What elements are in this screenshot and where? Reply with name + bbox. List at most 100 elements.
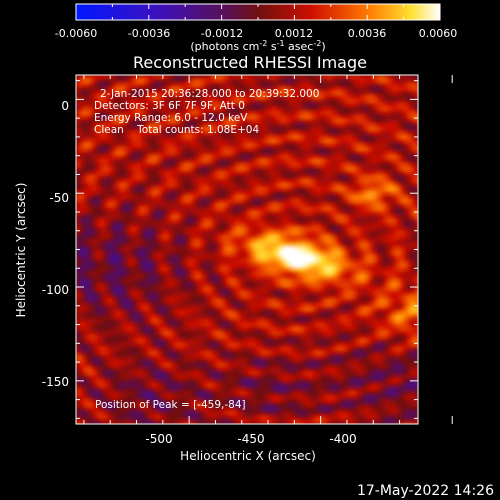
heatmap-cell	[248, 419, 253, 424]
heatmap-cell	[92, 375, 97, 380]
heatmap-cell	[76, 263, 81, 268]
heatmap-cell	[208, 243, 213, 248]
heatmap-cell	[172, 155, 177, 160]
heatmap-cell	[108, 123, 113, 128]
heatmap-cell	[240, 271, 245, 276]
heatmap-cell	[228, 411, 233, 416]
heatmap-cell	[236, 255, 241, 260]
heatmap-cell	[132, 263, 137, 268]
heatmap-cell	[280, 247, 285, 252]
heatmap-cell	[268, 127, 273, 132]
heatmap-cell	[76, 111, 81, 116]
heatmap-cell	[240, 267, 245, 272]
heatmap-cell	[296, 75, 301, 80]
heatmap-cell	[192, 339, 197, 344]
heatmap-cell	[292, 303, 297, 308]
heatmap-cell	[104, 223, 109, 228]
heatmap-cell	[172, 147, 177, 152]
heatmap-cell	[288, 179, 293, 184]
heatmap-cell	[144, 383, 149, 388]
heatmap-cell	[144, 243, 149, 248]
heatmap-cell	[96, 343, 101, 348]
heatmap-cell	[256, 311, 261, 316]
heatmap-cell	[80, 111, 85, 116]
heatmap-cell	[156, 387, 161, 392]
heatmap-cell	[84, 235, 89, 240]
heatmap-cell	[76, 331, 81, 336]
heatmap-cell	[136, 199, 141, 204]
heatmap-cell	[228, 311, 233, 316]
heatmap-cell	[172, 135, 177, 140]
heatmap-cell	[136, 411, 141, 416]
heatmap-cell	[268, 359, 273, 364]
heatmap-cell	[196, 151, 201, 156]
heatmap-cell	[88, 339, 93, 344]
heatmap-cell	[140, 311, 145, 316]
heatmap-cell	[172, 391, 177, 396]
heatmap-cell	[172, 335, 177, 340]
heatmap-cell	[88, 407, 93, 412]
heatmap-cell	[124, 351, 129, 356]
heatmap-cell	[184, 131, 189, 136]
heatmap-cell	[176, 75, 181, 80]
heatmap-cell	[296, 147, 301, 152]
heatmap-cell	[212, 195, 217, 200]
heatmap-cell	[268, 131, 273, 136]
heatmap-cell	[104, 179, 109, 184]
heatmap-cell	[104, 383, 109, 388]
heatmap-cell	[184, 91, 189, 96]
heatmap-cell	[152, 151, 157, 156]
heatmap-cell	[156, 359, 161, 364]
heatmap-cell	[180, 171, 185, 176]
heatmap-cell	[168, 75, 173, 80]
heatmap-cell	[176, 347, 181, 352]
heatmap-cell	[176, 143, 181, 148]
heatmap-cell	[260, 187, 265, 192]
heatmap-cell	[168, 195, 173, 200]
heatmap-cell	[228, 223, 233, 228]
heatmap-cell	[224, 387, 229, 392]
heatmap-cell	[136, 387, 141, 392]
heatmap-cell	[284, 155, 289, 160]
heatmap-cell	[168, 87, 173, 92]
heatmap-cell	[80, 143, 85, 148]
heatmap-cell	[244, 347, 249, 352]
heatmap-cell	[132, 323, 137, 328]
heatmap-cell	[136, 223, 141, 228]
heatmap-cell	[184, 255, 189, 260]
heatmap-cell	[204, 375, 209, 380]
heatmap-cell	[176, 311, 181, 316]
heatmap-cell	[292, 307, 297, 312]
heatmap-cell	[204, 279, 209, 284]
heatmap-cell	[212, 415, 217, 420]
heatmap-cell	[216, 211, 221, 216]
heatmap-cell	[276, 375, 281, 380]
heatmap-cell	[268, 227, 273, 232]
heatmap-cell	[248, 187, 253, 192]
heatmap-cell	[256, 343, 261, 348]
heatmap-cell	[140, 227, 145, 232]
heatmap-cell	[300, 131, 305, 136]
heatmap-cell	[292, 271, 297, 276]
heatmap-cell	[96, 215, 101, 220]
heatmap-cell	[144, 279, 149, 284]
heatmap-cell	[252, 283, 257, 288]
heatmap-cell	[224, 271, 229, 276]
heatmap-cell	[296, 407, 301, 412]
heatmap-cell	[148, 215, 153, 220]
heatmap-cell	[232, 371, 237, 376]
heatmap-cell	[232, 95, 237, 100]
heatmap-cell	[240, 99, 245, 104]
heatmap-cell	[124, 311, 129, 316]
heatmap-cell	[216, 251, 221, 256]
heatmap-cell	[256, 207, 261, 212]
heatmap-cell	[280, 291, 285, 296]
heatmap-cell	[80, 343, 85, 348]
heatmap-cell	[216, 287, 221, 292]
heatmap-cell	[248, 415, 253, 420]
heatmap-cell	[232, 159, 237, 164]
heatmap-cell	[256, 115, 261, 120]
heatmap-cell	[276, 183, 281, 188]
heatmap-cell	[124, 291, 129, 296]
heatmap-cell	[192, 171, 197, 176]
